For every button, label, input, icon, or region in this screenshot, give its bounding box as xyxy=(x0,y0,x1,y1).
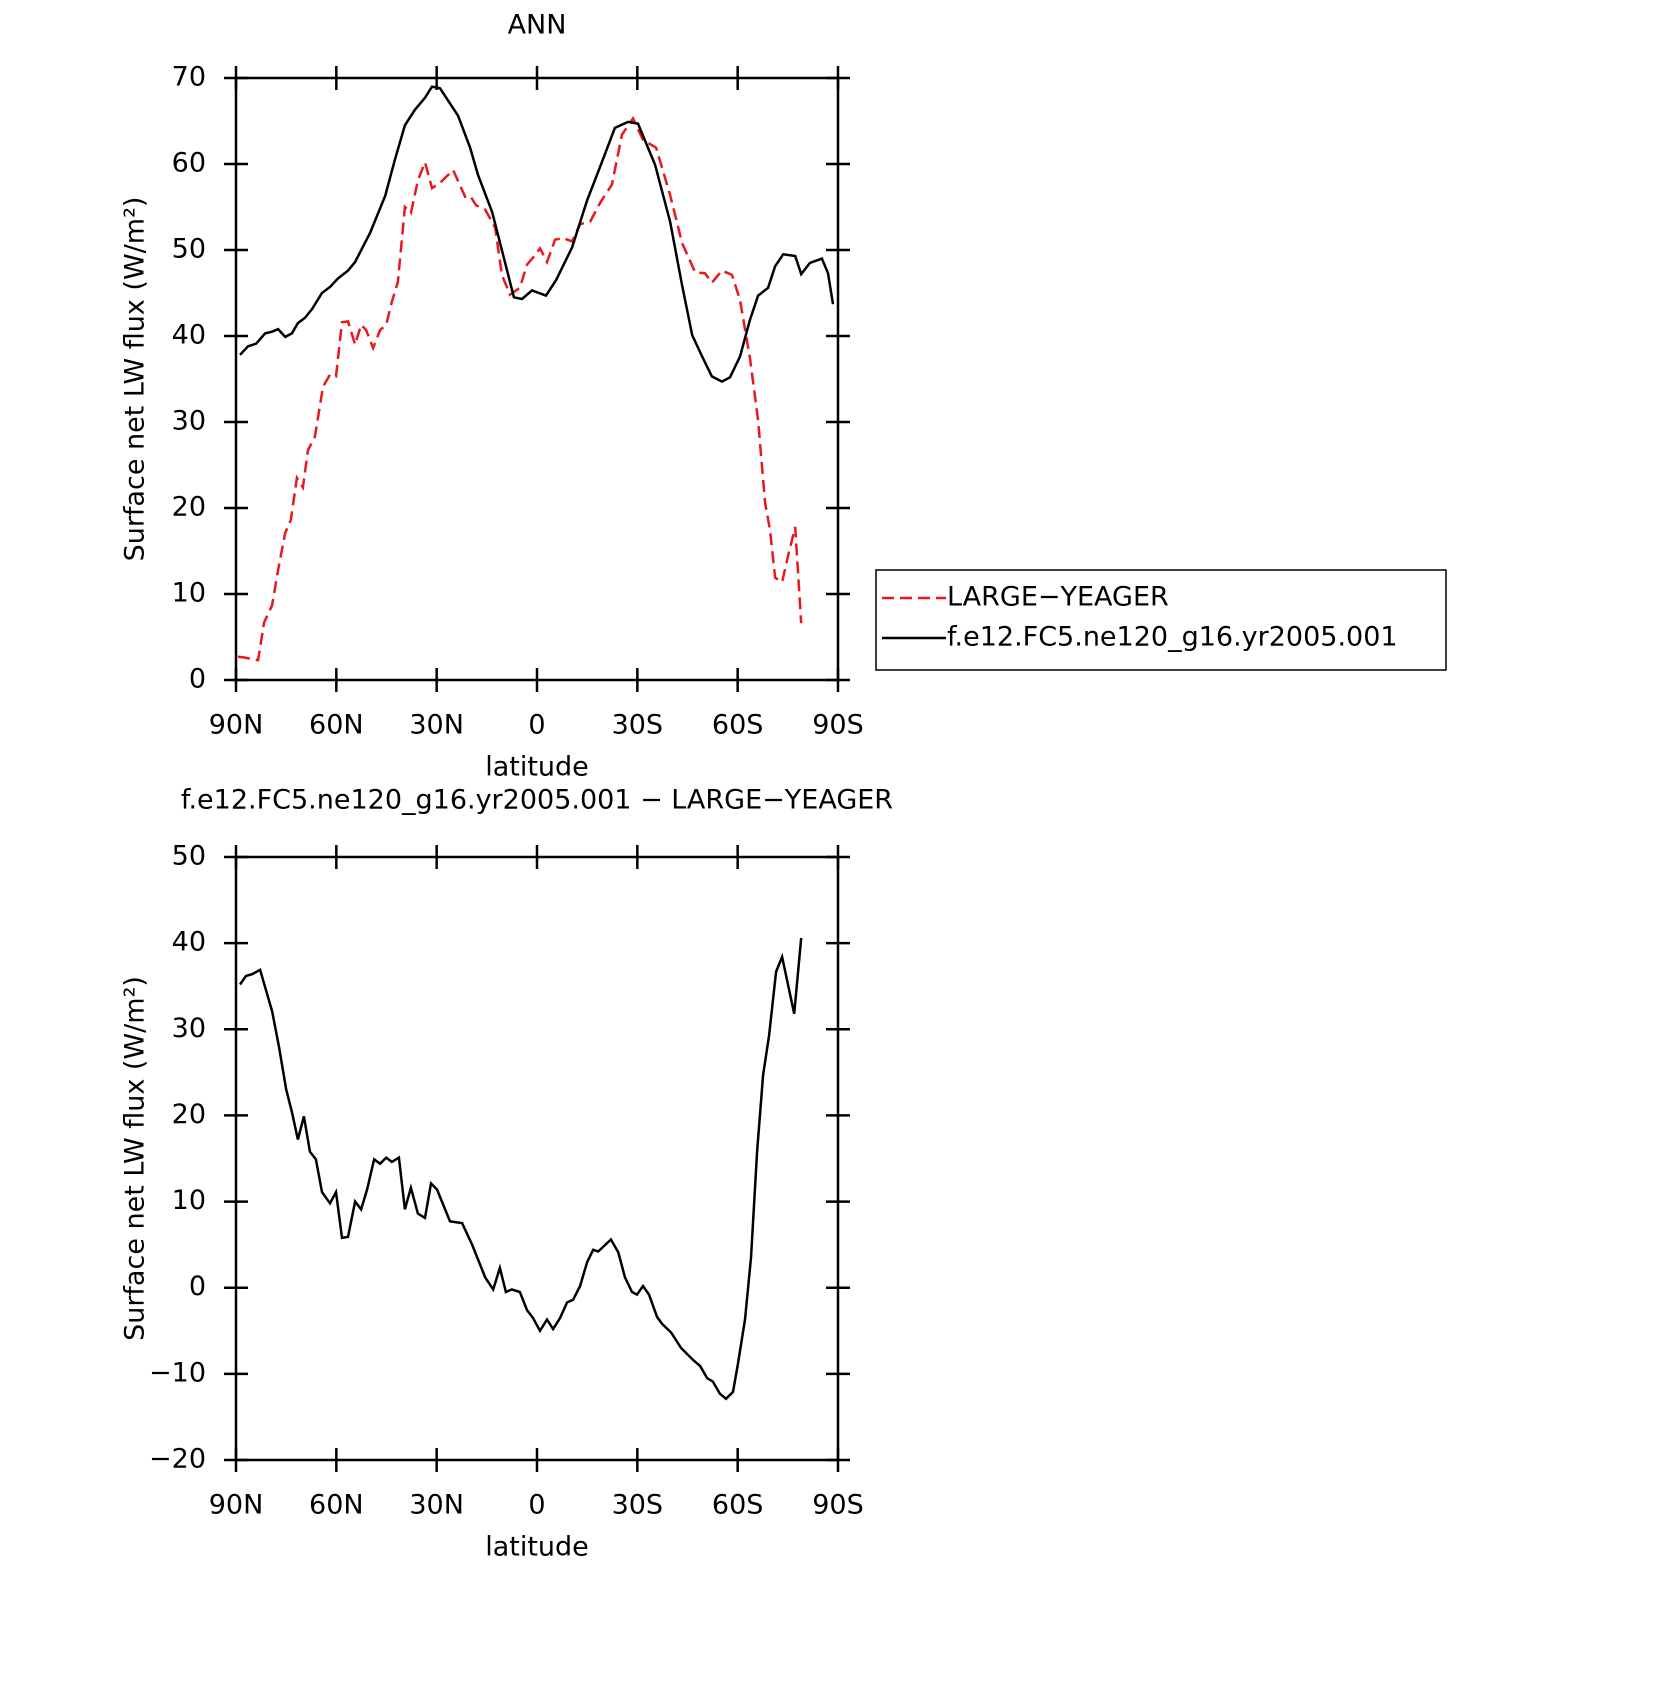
plot-frame xyxy=(234,855,840,1462)
y-tick-label: 10 xyxy=(172,1185,206,1216)
x-tick-label: 90S xyxy=(812,1490,864,1521)
x-tick-label: 60S xyxy=(712,1490,764,1521)
y-tick-label: 0 xyxy=(189,1271,206,1302)
y-tick-label: 70 xyxy=(172,62,206,93)
x-tick-label: 30N xyxy=(409,1490,464,1521)
x-tick-label: 90N xyxy=(209,710,264,741)
x-tick-label: 60N xyxy=(309,1490,364,1521)
y-axis-label: Surface net LW flux (W/m²) xyxy=(120,197,151,562)
y-tick-label: 40 xyxy=(172,320,206,351)
legend-label: LARGE−YEAGER xyxy=(947,582,1169,613)
x-tick-label: 90N xyxy=(209,1490,264,1521)
x-axis-label: latitude xyxy=(485,752,589,783)
chart-title: ANN xyxy=(508,10,567,41)
y-tick-label: 20 xyxy=(172,492,206,523)
x-tick-label: 30N xyxy=(409,710,464,741)
y-tick-label: −10 xyxy=(149,1357,206,1388)
y-tick-label: 50 xyxy=(172,234,206,265)
y-tick-label: 30 xyxy=(172,1013,206,1044)
data-line xyxy=(237,115,803,662)
y-tick-label: 50 xyxy=(172,841,206,872)
y-tick-label: 60 xyxy=(172,148,206,179)
y-axis-label: Surface net LW flux (W/m²) xyxy=(120,976,151,1341)
x-tick-label: 60N xyxy=(309,710,364,741)
x-tick-label: 0 xyxy=(528,1490,545,1521)
y-tick-label: 20 xyxy=(172,1099,206,1130)
legend-label: f.e12.FC5.ne120_g16.yr2005.001 xyxy=(947,622,1398,653)
data-line xyxy=(238,937,803,1401)
x-tick-label: 60S xyxy=(712,710,764,741)
y-tick-label: 30 xyxy=(172,406,206,437)
x-tick-label: 30S xyxy=(612,710,664,741)
x-axis-label: latitude xyxy=(485,1532,589,1563)
y-tick-label: 40 xyxy=(172,927,206,958)
data-line xyxy=(239,85,835,384)
x-tick-label: 0 xyxy=(528,710,545,741)
x-tick-label: 90S xyxy=(812,710,864,741)
legend-box xyxy=(875,569,1447,671)
x-tick-label: 30S xyxy=(612,1490,664,1521)
chart-title: f.e12.FC5.ne120_g16.yr2005.001 − LARGE−Y… xyxy=(181,785,893,816)
y-tick-label: 0 xyxy=(189,664,206,695)
y-tick-label: −20 xyxy=(149,1444,206,1475)
y-tick-label: 10 xyxy=(172,578,206,609)
